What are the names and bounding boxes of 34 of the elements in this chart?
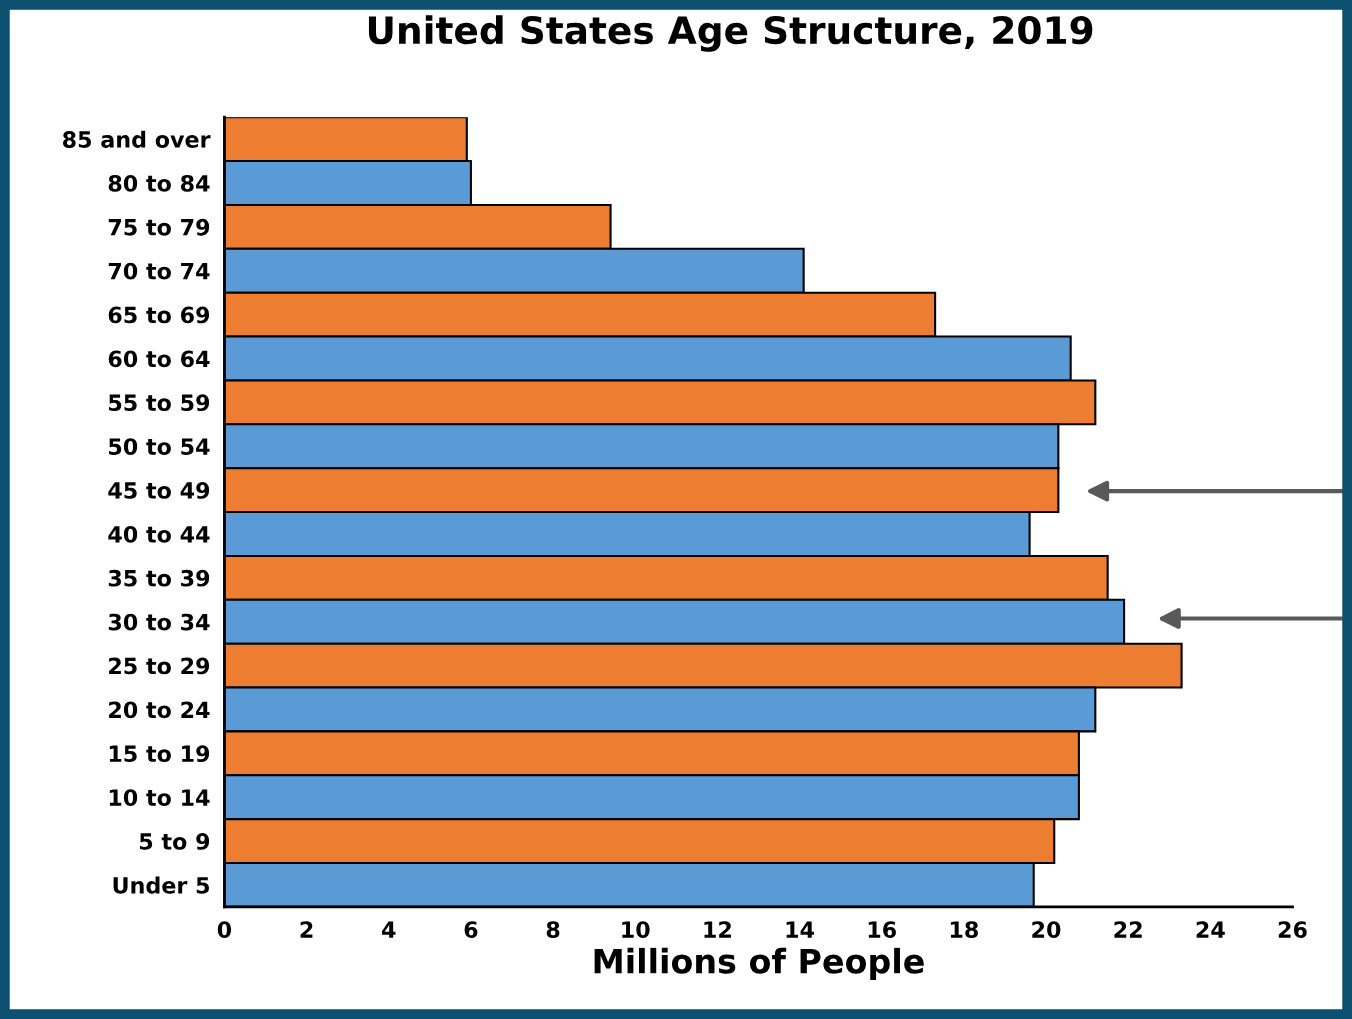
x-tick-label: 26 [1278,921,1307,938]
y-tick-label: 45 to 49 [108,482,210,499]
y-tick-label: 65 to 69 [108,306,210,324]
x-tick-label: 10 [622,921,650,938]
y-tick-label: 35 to 39 [108,569,210,587]
x-tick-label: 20 [1032,921,1061,938]
y-tick-label: 55 to 59 [109,394,210,412]
x-tick-label: 18 [950,921,978,938]
y-tick-label: Under 5 [113,876,209,894]
y-tick-label: 80 to 84 [108,174,210,192]
x-tick-label: 8 [546,921,560,938]
x-tick-label: 4 [382,921,396,938]
x-tick-label: 24 [1196,921,1225,938]
y-tick-label: 60 to 64 [108,350,210,368]
x-tick-label: 16 [868,921,896,938]
y-tick-label: 50 to 54 [109,438,210,455]
y-tick-label: 15 to 19 [109,745,210,763]
y-tick-label: 85 and over [63,130,211,148]
y-tick-label: 40 to 44 [108,525,210,543]
x-axis-title: Millions of People [594,947,924,981]
x-tick-label: 6 [464,921,478,938]
y-tick-label: 10 to 14 [109,789,210,806]
y-tick-label: 20 to 24 [109,701,210,719]
y-tick-label: 30 to 34 [108,613,210,631]
y-tick-label: 75 to 79 [108,218,210,236]
y-tick-label: 25 to 29 [109,657,210,675]
y-tick-label: 70 to 74 [108,262,210,280]
chart-title: United States Age Structure, 2019 [368,15,1093,52]
x-tick-label: 14 [786,921,814,938]
x-tick-label: 12 [704,921,731,938]
y-tick-label: 5 to 9 [139,833,210,850]
x-tick-label: 0 [217,921,232,938]
x-tick-label: 2 [300,921,313,938]
x-tick-label: 22 [1114,921,1142,938]
